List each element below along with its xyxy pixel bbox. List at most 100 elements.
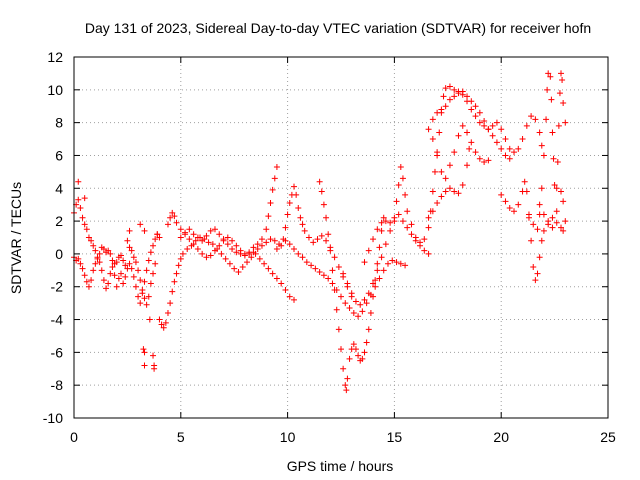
data-point [147, 249, 154, 256]
data-point [182, 229, 189, 236]
y-tick-label: -4 [51, 312, 64, 328]
data-point [109, 257, 116, 264]
data-point [331, 287, 338, 294]
data-point [81, 195, 88, 202]
data-point [545, 70, 552, 77]
data-point [184, 245, 191, 252]
data-point [171, 278, 178, 285]
data-point [525, 214, 532, 221]
data-point [548, 96, 555, 103]
data-point [137, 221, 144, 228]
series-track-n [498, 178, 567, 284]
data-point [523, 122, 530, 129]
data-point [303, 259, 310, 266]
data-point [167, 300, 174, 307]
y-tick-label: 2 [55, 213, 63, 229]
data-point [171, 213, 178, 220]
data-point [146, 316, 153, 323]
data-point [342, 300, 349, 307]
series-track-l [429, 122, 492, 182]
data-point [231, 265, 238, 272]
data-point [120, 257, 127, 264]
data-point [402, 262, 409, 269]
data-point [549, 224, 556, 231]
data-point [128, 265, 135, 272]
data-point [425, 250, 432, 257]
data-point [536, 201, 543, 208]
gridlines [74, 57, 608, 418]
data-point [145, 257, 152, 264]
data-point [329, 267, 336, 274]
data-point [192, 237, 199, 244]
data-point [179, 250, 186, 257]
y-tick-label: 4 [55, 180, 63, 196]
data-point [239, 264, 246, 271]
data-point [489, 122, 496, 129]
data-point [267, 236, 274, 243]
data-point [81, 221, 88, 228]
data-point [263, 239, 270, 246]
data-point [100, 277, 107, 284]
data-point [342, 382, 349, 389]
data-point [357, 301, 364, 308]
data-point [374, 226, 381, 233]
data-point [534, 270, 541, 277]
data-point [77, 260, 84, 267]
data-point [209, 241, 216, 248]
data-point [421, 247, 428, 254]
data-point [555, 122, 562, 129]
data-point [325, 275, 332, 282]
data-point [156, 316, 163, 323]
data-point [382, 218, 389, 225]
data-point [370, 293, 377, 300]
data-point [528, 237, 535, 244]
data-point [399, 218, 406, 225]
data-point [338, 346, 344, 353]
data-point [346, 305, 353, 312]
data-point [141, 295, 148, 302]
data-point [365, 326, 372, 333]
data-point [286, 200, 293, 207]
data-point [160, 324, 167, 331]
x-tick-label: 5 [177, 429, 185, 445]
data-point [476, 109, 483, 116]
data-point [233, 249, 240, 256]
series-isolated [75, 178, 161, 372]
data-point [348, 290, 355, 297]
data-point [374, 267, 381, 274]
data-point [365, 247, 372, 254]
data-point [167, 214, 174, 221]
data-point [544, 86, 551, 93]
data-point [560, 227, 567, 234]
series-track-g [273, 237, 409, 320]
data-point [143, 267, 150, 274]
data-point [359, 355, 366, 362]
data-point [436, 129, 443, 136]
y-axis-label: SDTVAR / TECUs [8, 182, 24, 294]
data-point [519, 136, 526, 143]
data-point [271, 237, 278, 244]
data-point [299, 221, 306, 228]
data-point [446, 96, 453, 103]
data-point [397, 163, 404, 170]
data-point [269, 270, 276, 277]
data-point [229, 237, 236, 244]
data-point [425, 224, 432, 231]
data-point [489, 132, 496, 139]
data-point [387, 219, 394, 226]
data-point [391, 214, 398, 221]
data-point [175, 262, 182, 269]
data-point [109, 264, 116, 271]
data-point [451, 86, 458, 93]
data-point [256, 255, 263, 262]
data-point [502, 198, 509, 205]
data-point [126, 227, 133, 234]
data-point [481, 122, 488, 129]
series-track-m [425, 145, 473, 221]
data-point [135, 267, 142, 274]
data-point [150, 352, 157, 359]
data-point [532, 277, 539, 284]
y-tick-label: -8 [51, 377, 64, 393]
data-point [340, 270, 347, 277]
data-point [130, 273, 137, 280]
